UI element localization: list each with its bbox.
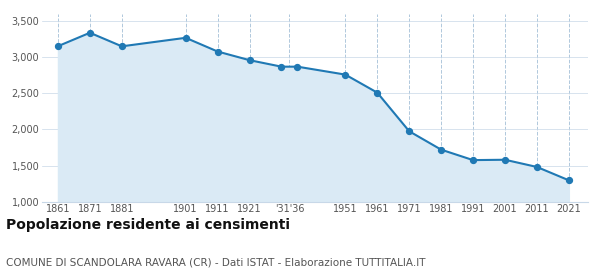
Point (404, 129, 414, 134)
Point (436, 147, 446, 152)
Point (500, 158, 510, 162)
Point (564, 178, 574, 183)
Point (213, 49, 223, 54)
Point (53, 44, 63, 48)
Point (277, 64, 286, 69)
Point (293, 64, 302, 69)
Point (117, 44, 127, 48)
Point (468, 158, 478, 162)
Point (373, 90, 382, 95)
Point (181, 36, 190, 40)
Point (532, 165, 542, 169)
Point (85, 31, 95, 35)
Point (341, 72, 350, 77)
Point (245, 58, 254, 62)
Text: Popolazione residente ai censimenti: Popolazione residente ai censimenti (6, 218, 290, 232)
Text: COMUNE DI SCANDOLARA RAVARA (CR) - Dati ISTAT - Elaborazione TUTTITALIA.IT: COMUNE DI SCANDOLARA RAVARA (CR) - Dati … (6, 258, 425, 268)
